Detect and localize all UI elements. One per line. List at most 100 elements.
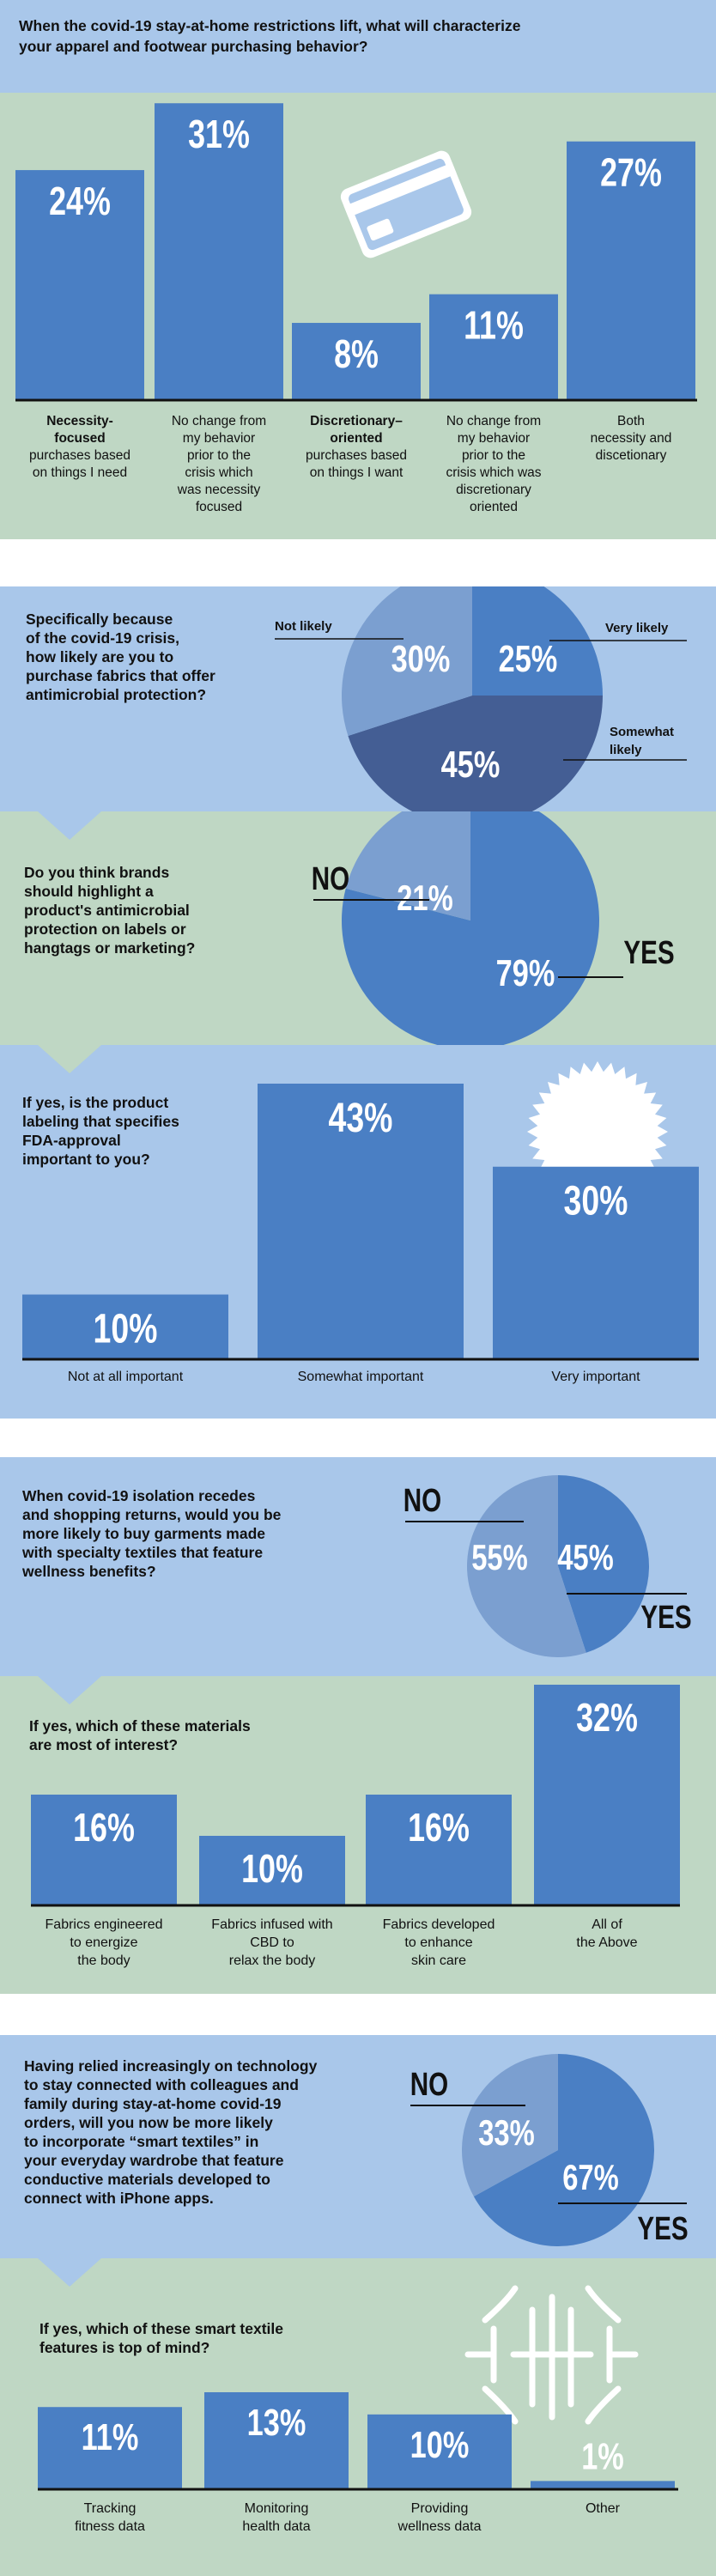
section1-value-label-5: 27% — [600, 150, 662, 194]
section5-yes-label: YES — [640, 1600, 691, 1636]
section4-question: If yes, is the product — [22, 1094, 168, 1111]
section4-question: important to you? — [22, 1151, 150, 1168]
section1-category-label-4: my behavior — [458, 431, 530, 446]
section1-category-label-2: No change from — [172, 414, 266, 428]
section7-question: your everyday wardrobe that feature — [24, 2152, 284, 2169]
section8-category-label-4: Other — [586, 2501, 621, 2516]
section8-value-label-2: 13% — [247, 2402, 306, 2444]
section8-value-label-4: 1% — [581, 2435, 624, 2477]
section1-category-label-1: on things I need — [33, 465, 127, 480]
section5-question: with specialty textiles that feature — [21, 1544, 263, 1561]
section2-slice-very-likely — [472, 586, 603, 696]
section1-category-label-4: No change from — [446, 414, 541, 428]
section3-value-label-yes: 79% — [496, 952, 555, 994]
section6-category-label-1: Fabrics engineered — [46, 1917, 163, 1932]
section8-pointer — [38, 2258, 101, 2287]
section8-bar-2 — [204, 2392, 349, 2488]
section1-bar-1 — [15, 170, 144, 399]
section4-pointer — [38, 1045, 101, 1073]
section4-category-label-3: Very important — [551, 1370, 640, 1384]
section4-bar-3 — [493, 1166, 699, 1358]
section5-no-label: NO — [404, 1483, 441, 1519]
section1-category-label-5: Both — [617, 414, 645, 428]
section2-slice-label-3: Not likely — [275, 619, 332, 634]
section3-question: product's antimicrobial — [24, 902, 190, 919]
section4-question: labeling that specifies — [22, 1113, 179, 1130]
section1-category-label-2: crisis which — [185, 465, 252, 480]
section3-value-label-no: 21% — [397, 878, 453, 918]
section6-bar-4 — [534, 1685, 680, 1905]
section1-value-label-3: 8% — [334, 332, 379, 376]
section7-slice-yes — [473, 2054, 655, 2246]
section8-value-label-1: 11% — [82, 2416, 139, 2458]
section3-pie — [342, 811, 599, 1045]
section5-question: more likely to buy garments made — [22, 1525, 265, 1542]
section2-value-label-2: 45% — [441, 744, 501, 786]
section6-bar-2 — [199, 1836, 345, 1905]
section7-question: orders, will you now be more likely — [24, 2114, 273, 2131]
section1-category-label-3: on things I want — [310, 465, 404, 480]
section7-question: to stay connected with colleagues and — [24, 2076, 299, 2093]
section8-value-label-3: 10% — [410, 2424, 470, 2466]
section6-question: If yes, which of these materials — [29, 1717, 251, 1735]
section5-value-label-yes: 45% — [557, 1537, 614, 1577]
section8-category-label-1: fitness data — [75, 2519, 145, 2534]
section2-question: of the covid-19 crisis, — [26, 629, 179, 647]
credit-card-icon — [340, 150, 472, 258]
section1-question: your apparel and footwear purchasing beh… — [19, 38, 367, 55]
section2-pie — [342, 586, 603, 811]
section1-question: When the covid-19 stay-at-home restricti… — [19, 17, 521, 34]
section1-category-label-5: discetionary — [596, 448, 667, 463]
section1-value-label-2: 31% — [188, 112, 250, 156]
section2-slice-label-1: Very likely — [605, 621, 669, 635]
section3-pointer — [38, 811, 101, 840]
section7-question: to incorporate “smart textiles” in — [24, 2133, 258, 2150]
section1-category-label-2: was necessity — [177, 483, 261, 497]
section8-bar-3 — [367, 2414, 512, 2488]
chart-root: When the covid-19 stay-at-home restricti… — [15, 17, 699, 2534]
section1-category-label-2: focused — [196, 500, 242, 514]
section3-question: Do you think brands — [24, 864, 169, 881]
section8-category-label-3: wellness data — [397, 2519, 482, 2534]
section3-question: should highlight a — [24, 883, 154, 900]
section6-category-label-3: Fabrics developed — [383, 1917, 495, 1932]
section1-category-label-5: necessity and — [591, 431, 672, 446]
section4-question: FDA-approval — [22, 1132, 121, 1149]
section6-pointer — [38, 1676, 101, 1704]
section7-yes-label: YES — [637, 2211, 688, 2247]
section6-value-label-1: 16% — [73, 1806, 135, 1850]
section7-value-label-yes: 67% — [562, 2157, 619, 2197]
section4-category-label-2: Somewhat important — [298, 1370, 424, 1384]
section1-category-label-3: purchases based — [306, 448, 407, 463]
section8-category-label-3: Providing — [411, 2501, 469, 2516]
section2-slice-not-likely — [342, 586, 472, 736]
section8-question: If yes, which of these smart textile — [39, 2320, 283, 2337]
section7-value-label-no: 33% — [478, 2112, 535, 2153]
section2-value-label-1: 25% — [499, 638, 558, 680]
section1-category-label-1: purchases based — [29, 448, 130, 463]
section1-value-label-4: 11% — [464, 303, 524, 347]
section6-category-label-3: to enhance — [404, 1935, 472, 1950]
section1-bar-3 — [292, 323, 421, 399]
section1-category-label-1: Necessity- — [46, 414, 113, 428]
section1-category-label-1: focused — [54, 431, 105, 446]
section5-slice-yes — [558, 1475, 649, 1653]
section6-category-label-2: relax the body — [229, 1953, 316, 1968]
section7-pie — [462, 2054, 655, 2246]
section6-category-label-4: the Above — [576, 1935, 637, 1950]
section4-value-label-1: 10% — [94, 1306, 158, 1352]
section6-category-label-4: All of — [592, 1917, 622, 1932]
section6-question: are most of interest? — [29, 1736, 178, 1753]
section3-slice-yes — [342, 811, 599, 1045]
section6-category-label-2: Fabrics infused with — [211, 1917, 332, 1932]
section6-bar-3 — [366, 1795, 512, 1905]
section2-slice-label-2: likely — [610, 743, 642, 757]
section1-category-label-3: Discretionary– — [310, 414, 403, 428]
section1-bar-2 — [155, 103, 283, 399]
section3-yes-label: YES — [623, 935, 674, 971]
section4-value-label-2: 43% — [329, 1096, 393, 1142]
section6-category-label-2: CBD to — [250, 1935, 294, 1950]
section4-category-label-1: Not at all important — [68, 1370, 184, 1384]
section6-category-label-1: the body — [77, 1953, 130, 1968]
section1-category-label-3: oriented — [330, 431, 382, 446]
